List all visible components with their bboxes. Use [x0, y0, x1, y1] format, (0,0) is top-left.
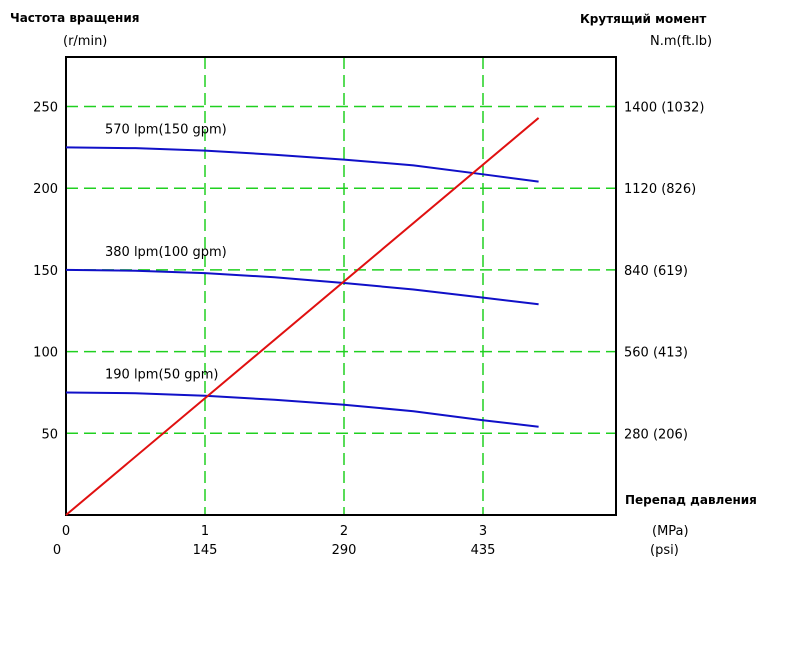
left-tick-label-50: 50 [41, 427, 58, 442]
speed-curve-1 [65, 268, 539, 306]
x-tick-psi-0: 0 [53, 543, 61, 558]
right-tick-label-2: 840 (619) [624, 264, 688, 279]
left-axis-unit: (r/min) [63, 34, 107, 49]
right-axis-unit: N.m(ft.lb) [650, 34, 712, 49]
x-tick-mpa-2: 2 [340, 524, 348, 539]
grid-lines [66, 57, 616, 515]
x-unit-mpa: (MPa) [652, 524, 689, 539]
x-tick-psi-435: 435 [471, 543, 496, 558]
speed-curve-label-1: 380 lpm(100 gpm) [105, 245, 227, 260]
plot-frame [65, 56, 617, 516]
left-tick-label-200: 200 [33, 182, 58, 197]
right-tick-label-4: 1400 (1032) [624, 101, 704, 116]
x-axis-title: Перепад давления [625, 493, 757, 507]
left-tick-label-150: 150 [33, 264, 58, 279]
series-group [65, 117, 540, 516]
right-axis-title: Крутящий момент [580, 12, 706, 26]
labels-group: Частота вращения (r/min) Крутящий момент… [10, 11, 757, 558]
x-tick-mpa-1: 1 [201, 524, 209, 539]
speed-curve-0 [65, 146, 539, 183]
right-tick-label-1: 560 (413) [624, 346, 688, 361]
torque-line [65, 117, 540, 516]
speed-curve-label-0: 570 lpm(150 gpm) [105, 122, 227, 137]
x-tick-mpa-3: 3 [479, 524, 487, 539]
x-unit-psi: (psi) [650, 543, 679, 558]
right-tick-label-3: 1120 (826) [624, 182, 696, 197]
x-tick-psi-290: 290 [332, 543, 357, 558]
speed-curve-label-2: 190 lpm(50 gpm) [105, 367, 218, 382]
right-tick-label-0: 280 (206) [624, 427, 688, 442]
x-tick-mpa-0: 0 [62, 524, 70, 539]
left-tick-label-250: 250 [33, 101, 58, 116]
x-tick-psi-145: 145 [193, 543, 218, 558]
left-tick-label-100: 100 [33, 346, 58, 361]
speed-curve-2 [65, 391, 539, 428]
left-axis-title: Частота вращения [10, 11, 139, 25]
